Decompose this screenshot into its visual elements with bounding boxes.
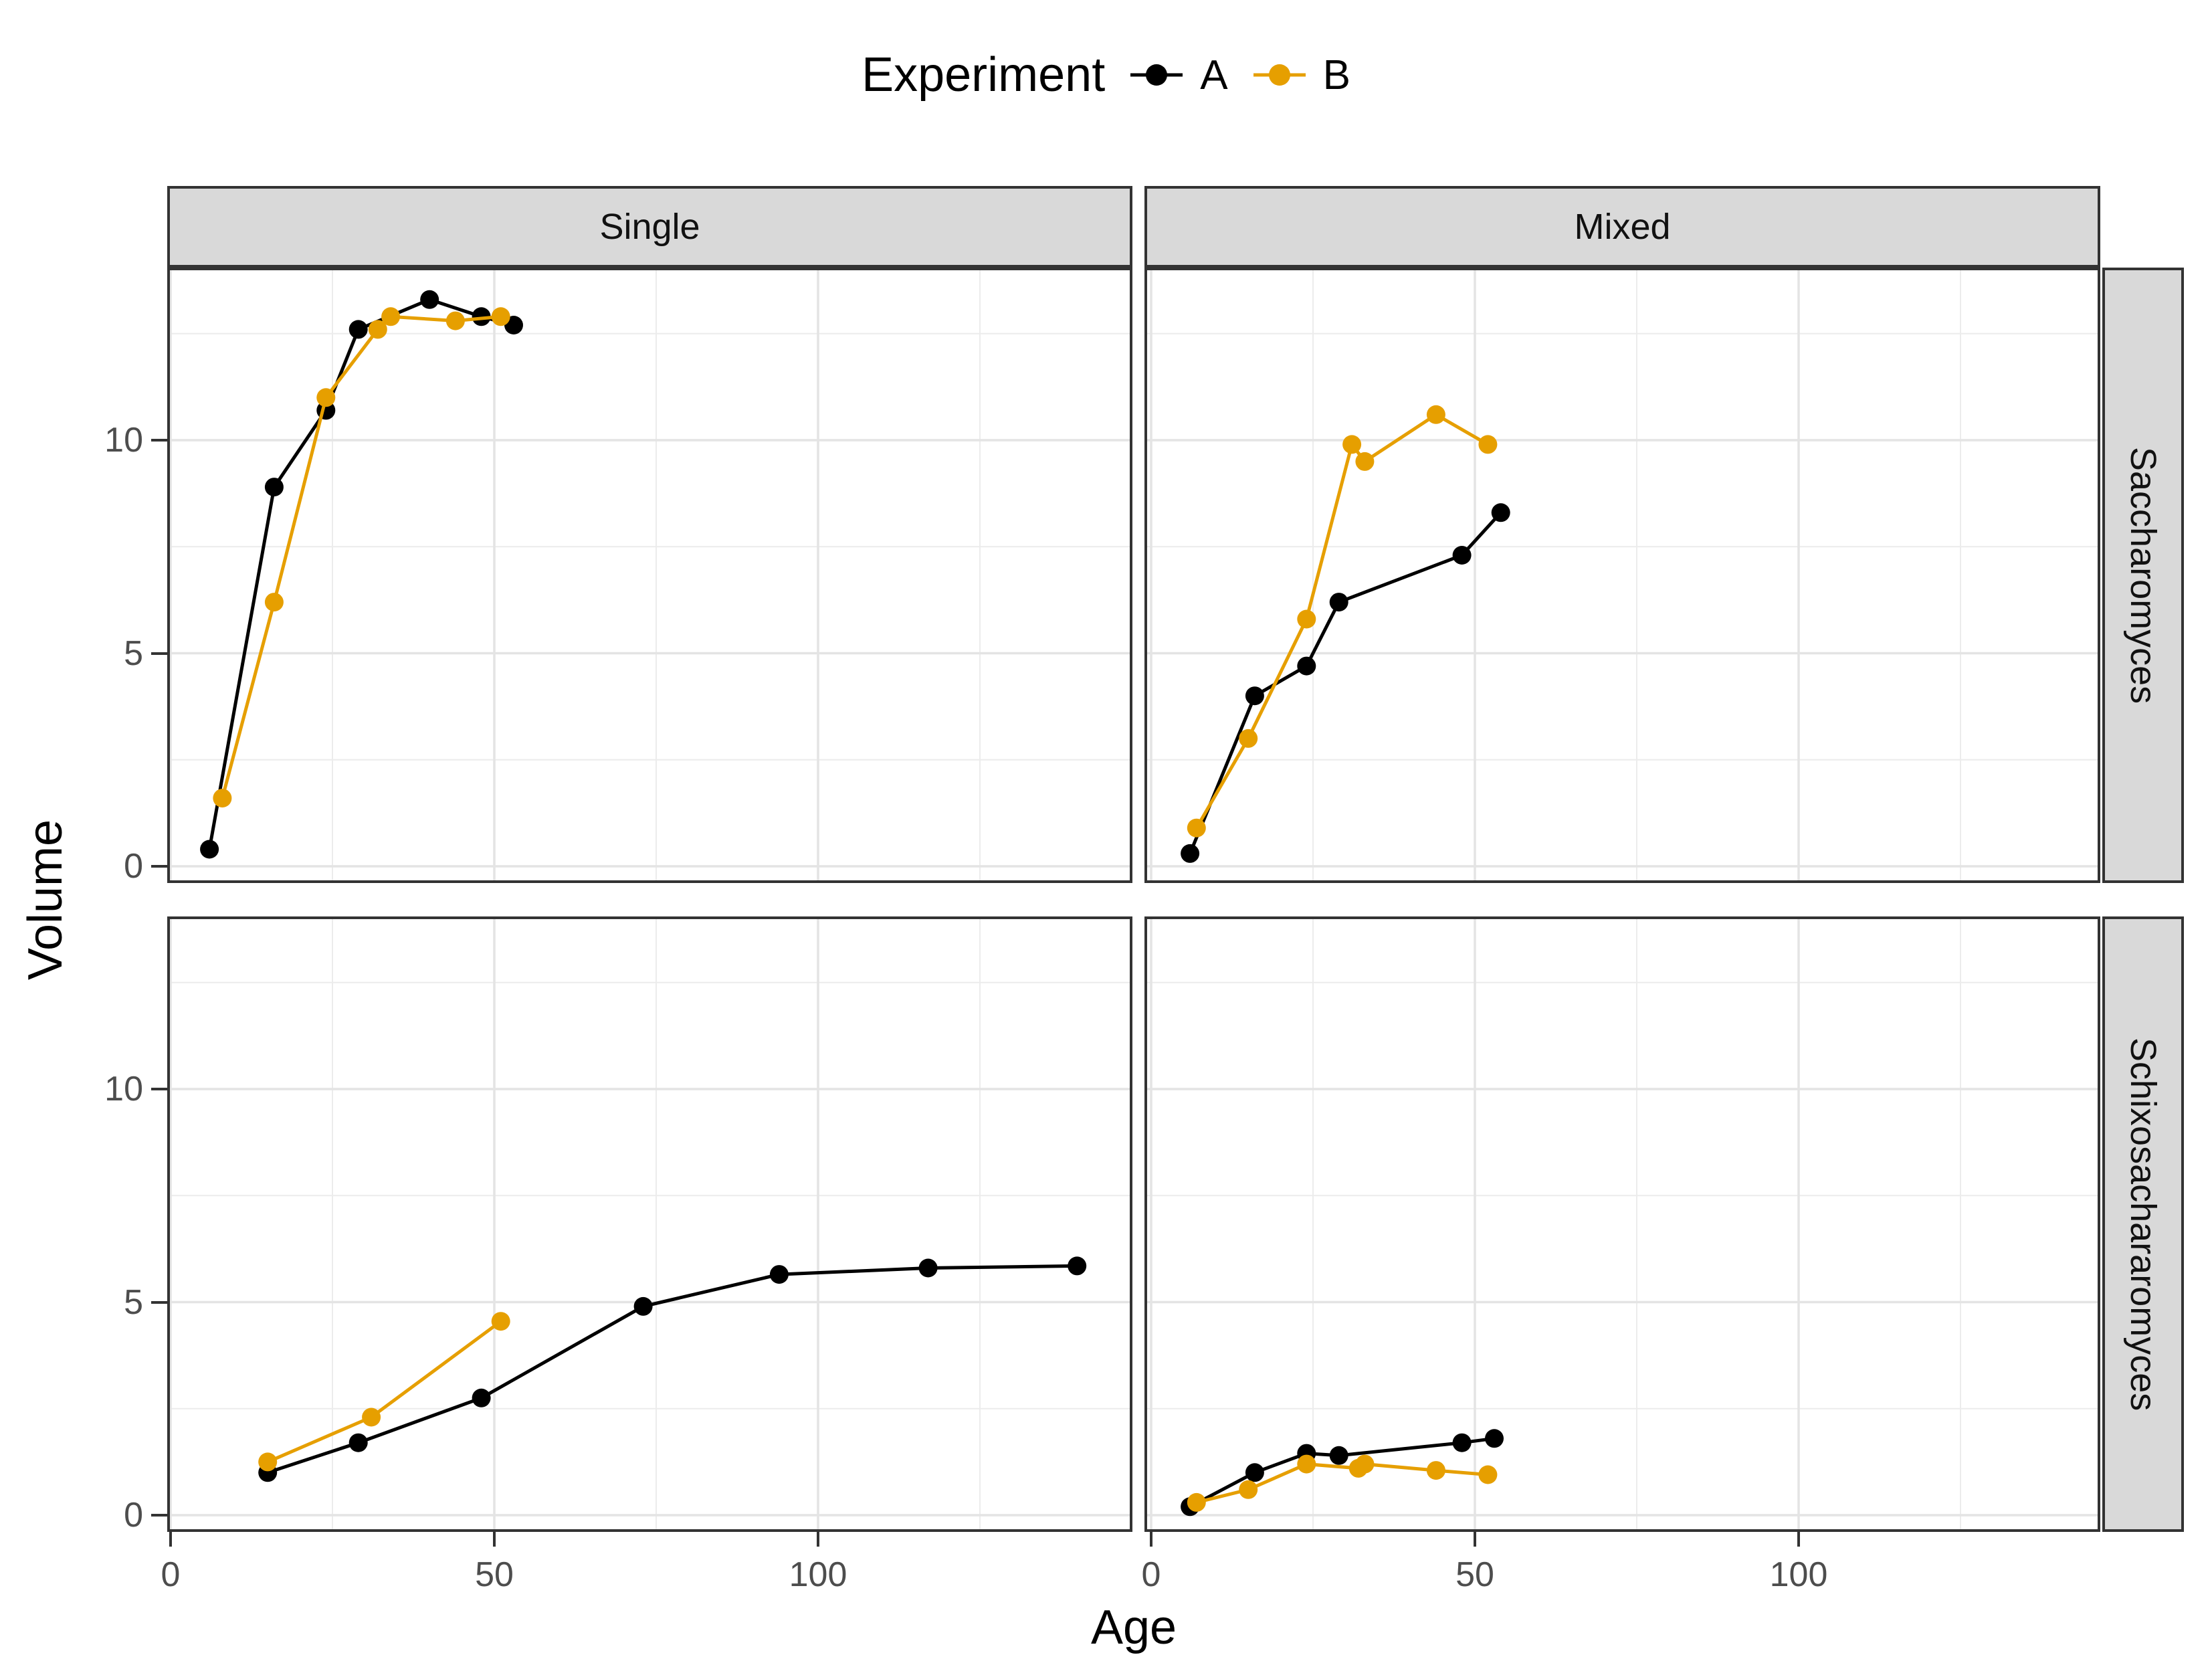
series-b-point bbox=[1355, 1454, 1375, 1474]
series-b-point bbox=[258, 1452, 278, 1472]
series-b-point bbox=[1187, 818, 1206, 838]
x-tick-mark bbox=[1474, 1532, 1476, 1547]
y-tick-mark bbox=[151, 439, 167, 442]
x-tick-label: 50 bbox=[475, 1555, 514, 1594]
facet-strip-single-label: Single bbox=[599, 207, 700, 247]
series-a-point bbox=[348, 320, 368, 339]
y-tick-label: 0 bbox=[124, 1496, 143, 1535]
panel-mixed-saccharomyces bbox=[1144, 268, 2100, 883]
panel-single-schixosachararomyces bbox=[167, 916, 1132, 1532]
panel-single-saccharomyces bbox=[167, 268, 1132, 883]
facet-strip-saccharomyces-label: Saccharomyces bbox=[2123, 446, 2163, 704]
legend-label-a: A bbox=[1200, 52, 1228, 98]
series-a-point bbox=[769, 1265, 789, 1284]
x-tick-mark bbox=[169, 1532, 172, 1547]
y-tick-mark bbox=[151, 1301, 167, 1304]
series-a-point bbox=[1491, 503, 1510, 522]
legend-key-b-icon bbox=[1253, 64, 1306, 86]
series-a-point bbox=[1297, 656, 1316, 676]
series-a-line bbox=[1188, 511, 1502, 854]
series-a-point bbox=[1245, 686, 1264, 706]
y-tick-label: 0 bbox=[124, 847, 143, 886]
series-b-point bbox=[264, 593, 284, 612]
series-a-point bbox=[1329, 1446, 1348, 1465]
y-tick-mark bbox=[151, 865, 167, 868]
series-b-point bbox=[1478, 1465, 1498, 1484]
series-a-point bbox=[918, 1258, 938, 1278]
series-a-point bbox=[348, 1433, 368, 1452]
series-b-point bbox=[1342, 435, 1362, 454]
y-axis-title: Volume bbox=[19, 819, 72, 981]
series-b-point bbox=[491, 1312, 510, 1331]
facet-strip-mixed-label: Mixed bbox=[1574, 207, 1671, 247]
series-b-point bbox=[362, 1407, 381, 1427]
legend-item-a: A bbox=[1128, 52, 1228, 99]
y-tick-label: 5 bbox=[124, 1283, 143, 1322]
series-b-point bbox=[445, 311, 465, 330]
series-b-point bbox=[1355, 452, 1375, 471]
x-tick-label: 0 bbox=[1141, 1555, 1161, 1594]
series-b-point bbox=[368, 320, 387, 339]
series-a-point bbox=[264, 478, 284, 497]
series-b-point bbox=[1239, 728, 1258, 748]
facet-strip-schixosachararomyces: Schixosachararomyces bbox=[2102, 916, 2184, 1532]
series-b-point bbox=[1426, 405, 1445, 424]
x-tick-label: 100 bbox=[1769, 1555, 1828, 1594]
y-tick-mark bbox=[151, 652, 167, 655]
series-a-point bbox=[1452, 1433, 1472, 1452]
series-a-point bbox=[1068, 1256, 1087, 1276]
series-b-point bbox=[491, 307, 510, 326]
series-b-point bbox=[1297, 1454, 1316, 1474]
x-tick-mark bbox=[493, 1532, 496, 1547]
facet-strip-mixed: Mixed bbox=[1144, 186, 2100, 268]
y-tick-label: 5 bbox=[124, 634, 143, 673]
facet-strip-saccharomyces: Saccharomyces bbox=[2102, 268, 2184, 883]
legend-label-b: B bbox=[1322, 52, 1350, 98]
x-tick-label: 50 bbox=[1455, 1555, 1494, 1594]
legend-key-a-icon bbox=[1130, 64, 1183, 86]
x-tick-mark bbox=[1797, 1532, 1800, 1547]
series-a-point bbox=[1245, 1463, 1264, 1482]
series-b-point bbox=[1239, 1480, 1258, 1499]
series-b-point bbox=[1426, 1461, 1445, 1480]
y-tick-label: 10 bbox=[104, 1070, 143, 1108]
panel-mixed-schixosachararomyces bbox=[1144, 916, 2100, 1532]
series-a-point bbox=[472, 307, 491, 326]
series-b-point bbox=[213, 789, 232, 808]
legend: Experiment A B bbox=[0, 35, 2212, 115]
series-a-point bbox=[200, 840, 219, 859]
series-a-point bbox=[1329, 593, 1348, 612]
x-tick-label: 0 bbox=[161, 1555, 181, 1594]
legend-title: Experiment bbox=[862, 48, 1106, 102]
series-b-point bbox=[316, 388, 336, 407]
x-tick-mark bbox=[1150, 1532, 1152, 1547]
series-b-point bbox=[1478, 435, 1498, 454]
series-a-point bbox=[472, 1388, 491, 1407]
series-b-point bbox=[1187, 1492, 1206, 1512]
series-b-point bbox=[381, 307, 401, 326]
y-tick-mark bbox=[151, 1514, 167, 1517]
series-a-point bbox=[1485, 1429, 1504, 1448]
x-axis-title: Age bbox=[1090, 1601, 1177, 1654]
series-a-point bbox=[420, 290, 439, 309]
x-tick-label: 100 bbox=[789, 1555, 847, 1594]
facet-strip-single: Single bbox=[167, 186, 1132, 268]
x-tick-mark bbox=[817, 1532, 819, 1547]
series-a-point bbox=[1452, 546, 1472, 565]
series-a-point bbox=[633, 1296, 653, 1316]
series-a-point bbox=[1181, 844, 1200, 863]
y-tick-label: 10 bbox=[104, 421, 143, 460]
legend-item-b: B bbox=[1251, 52, 1350, 99]
series-b-point bbox=[1297, 609, 1316, 629]
facet-strip-schixosachararomyces-label: Schixosachararomyces bbox=[2123, 1037, 2163, 1411]
y-tick-mark bbox=[151, 1088, 167, 1090]
